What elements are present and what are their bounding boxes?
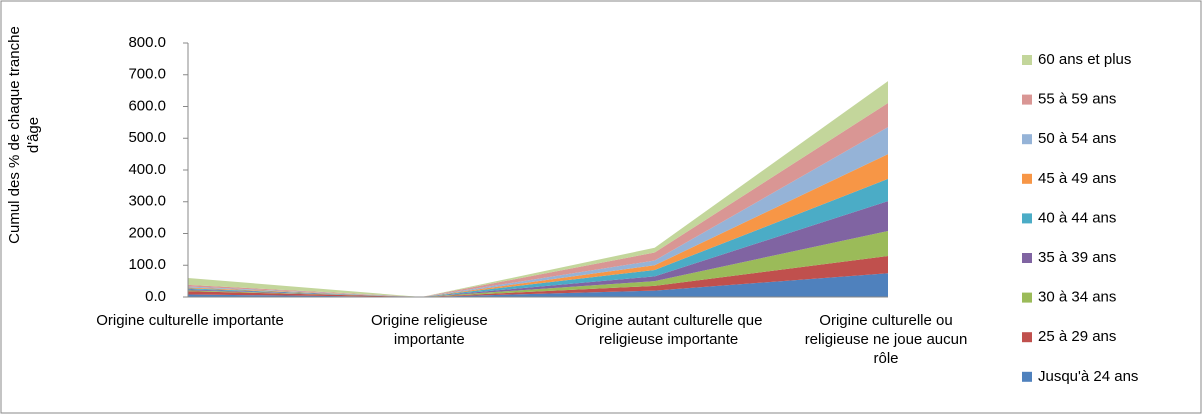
area <box>188 154 888 297</box>
y-axis-title: Cumul des % de chaque tranche d'âge <box>6 26 42 244</box>
x-tick-label: Origine culturelle ou religieuse ne joue… <box>804 312 968 367</box>
legend-swatch <box>1022 213 1032 224</box>
y-tick-label: 200.0 <box>128 224 166 241</box>
y-tick-label: 800.0 <box>128 34 166 51</box>
y-tick-label: 700.0 <box>128 66 166 83</box>
legend-swatch <box>1022 292 1032 303</box>
legend-label: 55 à 59 ans <box>1038 91 1116 108</box>
legend-label: 60 ans et plus <box>1038 51 1131 68</box>
y-tick-label: 400.0 <box>128 161 166 178</box>
legend-swatch <box>1022 332 1032 343</box>
legend-label: Jusqu'à 24 ans <box>1038 368 1138 385</box>
legend-swatch <box>1022 55 1032 65</box>
legend-label: 35 à 39 ans <box>1038 249 1116 266</box>
y-tick-label: 300.0 <box>128 193 166 210</box>
legend-label: 30 à 34 ans <box>1038 289 1116 306</box>
legend-swatch <box>1022 253 1032 263</box>
y-tick-label: 500.0 <box>128 129 166 146</box>
area <box>188 201 888 297</box>
x-tick-label: Origine religieuse importante <box>370 312 488 348</box>
area <box>188 230 888 297</box>
area <box>188 178 888 297</box>
area <box>188 256 888 297</box>
legend-label: 40 à 44 ans <box>1038 209 1116 226</box>
legend-swatch <box>1022 134 1032 145</box>
area <box>188 103 888 297</box>
area <box>188 81 888 297</box>
legend-swatch <box>1022 173 1032 184</box>
area <box>188 273 888 297</box>
legend-swatch <box>1022 371 1032 382</box>
legend-label: 45 à 49 ans <box>1038 170 1116 187</box>
area <box>188 127 888 297</box>
y-tick-label: 600.0 <box>128 97 166 114</box>
y-tick-label: 100.0 <box>128 256 166 273</box>
y-tick-label: 0.0 <box>145 288 166 305</box>
x-tick-label: Origine culturelle importante <box>96 312 284 329</box>
legend-swatch <box>1022 94 1032 105</box>
legend-label: 25 à 29 ans <box>1038 328 1116 345</box>
x-tick-label: Origine autant culturelle que religieuse… <box>574 312 763 348</box>
legend-label: 50 à 54 ans <box>1038 130 1116 147</box>
